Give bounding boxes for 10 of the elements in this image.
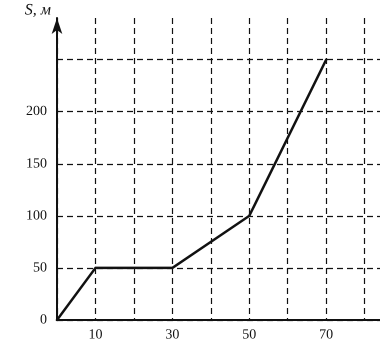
y-axis-title: S, м — [24, 2, 51, 18]
x-tick-label: 30 — [165, 328, 180, 342]
y-tick-label: 0 — [40, 312, 47, 328]
y-tick-label: 50 — [33, 260, 47, 276]
y-tick-label: 150 — [26, 156, 47, 172]
x-tick-label: 70 — [319, 328, 334, 342]
x-tick-label: 10 — [88, 328, 102, 342]
x-tick-label: 50 — [242, 328, 256, 342]
y-tick-label: 100 — [26, 208, 47, 224]
y-tick-label: 200 — [26, 104, 47, 120]
